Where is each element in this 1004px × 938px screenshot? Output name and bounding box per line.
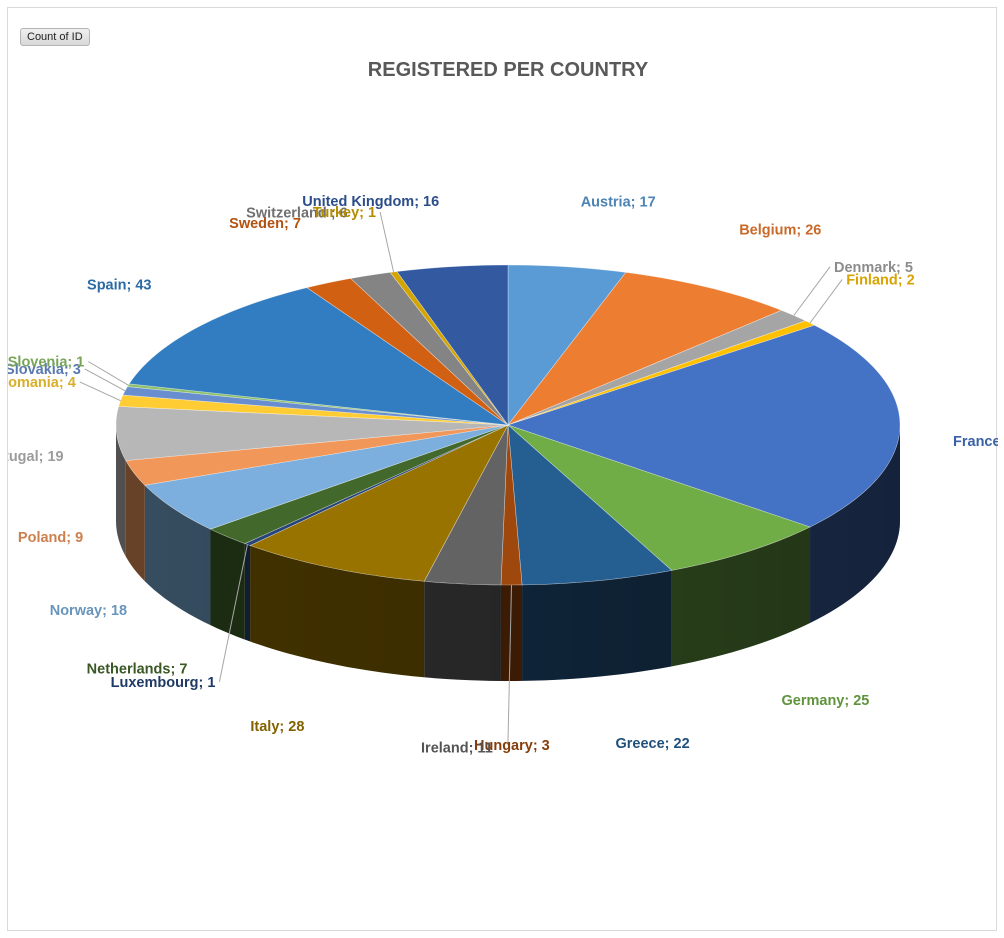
data-label-hungary: Hungary; 3 bbox=[474, 738, 550, 754]
slice-portugal[interactable] bbox=[115, 406, 509, 461]
data-label-switzerland: Switzerland ; 6 bbox=[246, 206, 348, 222]
data-label-united-kingdom: United Kingdom; 16 bbox=[302, 194, 439, 210]
leader-line-luxembourg bbox=[218, 544, 248, 682]
data-label-turkey: Turkey; 1 bbox=[313, 205, 376, 221]
data-label-denmark: Denmark; 5 bbox=[834, 260, 913, 276]
leader-line-turkey bbox=[379, 211, 395, 273]
slice-ireland[interactable] bbox=[423, 424, 509, 586]
data-label-italy: Italy; 28 bbox=[250, 719, 304, 735]
slice-france[interactable] bbox=[507, 324, 901, 528]
data-label-ireland: Ireland; 11 bbox=[421, 741, 493, 757]
leader-line-romania bbox=[79, 381, 121, 402]
slice-spain[interactable] bbox=[128, 287, 509, 426]
data-label-finland: Finland; 2 bbox=[846, 272, 914, 288]
data-label-slovakia: Slovakia; 3 bbox=[8, 362, 81, 378]
leader-line-finland bbox=[809, 279, 843, 324]
pie-chart: REGISTERED PER COUNTRY Austria; 17 Belgiu… bbox=[8, 59, 998, 757]
data-label-norway: Norway; 18 bbox=[50, 603, 127, 619]
data-label-luxembourg: Luxembourg; 1 bbox=[111, 675, 216, 691]
slice-poland[interactable] bbox=[125, 424, 509, 486]
leader-line-slovenia bbox=[88, 361, 129, 386]
chart-area: Count of ID REGISTERED PER COUNTRY Austr… bbox=[7, 7, 998, 931]
data-label-portugal: Portugal; 19 bbox=[8, 449, 64, 465]
slice-austria[interactable] bbox=[507, 264, 627, 426]
chart-title: REGISTERED PER COUNTRY bbox=[368, 59, 649, 81]
slice-united-kingdom[interactable] bbox=[396, 264, 509, 426]
slice-greece[interactable] bbox=[507, 424, 673, 586]
slice-denmark[interactable] bbox=[507, 310, 807, 426]
data-label-france: France; 76 bbox=[953, 434, 998, 450]
slice-germany[interactable] bbox=[507, 424, 811, 571]
data-label-spain: Spain; 43 bbox=[87, 278, 151, 294]
data-label-austria: Austria; 17 bbox=[581, 195, 656, 211]
data-label-greece: Greece; 22 bbox=[616, 736, 690, 752]
leader-line-slovakia bbox=[84, 368, 126, 392]
pivot-field-button[interactable]: Count of ID bbox=[20, 28, 90, 46]
data-label-poland: Poland; 9 bbox=[18, 530, 83, 546]
data-label-slovenia: Slovenia; 1 bbox=[8, 355, 84, 371]
slice-netherlands[interactable] bbox=[209, 424, 509, 544]
data-label-sweden: Sweden; 7 bbox=[229, 216, 301, 232]
leader-line-hungary bbox=[507, 584, 512, 746]
rim-shading bbox=[116, 425, 900, 681]
data-label-netherlands: Netherlands; 7 bbox=[87, 661, 188, 677]
slice-norway[interactable] bbox=[144, 424, 509, 530]
slice-italy[interactable] bbox=[249, 424, 509, 582]
data-label-germany: Germany; 25 bbox=[782, 693, 870, 709]
slice-belgium[interactable] bbox=[507, 272, 783, 426]
leader-line-denmark bbox=[793, 266, 831, 316]
data-label-romania: Romania; 4 bbox=[8, 375, 76, 391]
data-label-belgium: Belgium; 26 bbox=[739, 222, 821, 238]
slice-switzerland[interactable] bbox=[350, 272, 509, 426]
slice-sweden[interactable] bbox=[306, 278, 509, 426]
